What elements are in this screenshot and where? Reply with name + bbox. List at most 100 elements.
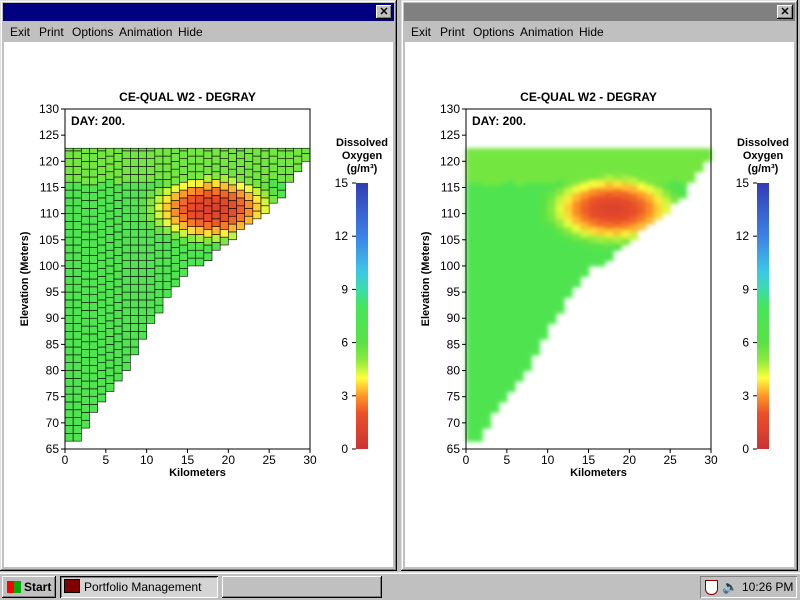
heatmap-cell — [146, 276, 156, 285]
heatmap-cell — [260, 189, 270, 199]
heatmap-cell — [154, 218, 164, 227]
heatmap-cell — [154, 242, 164, 251]
start-button[interactable]: Start — [2, 576, 56, 598]
heatmap-cell — [138, 166, 147, 175]
heatmap-cell — [121, 291, 131, 301]
heatmap-cell — [105, 336, 115, 345]
heatmap-cell — [64, 166, 74, 175]
heatmap-cell — [121, 221, 131, 230]
menu-exit[interactable]: Exit — [411, 25, 432, 39]
heatmap-cell — [662, 150, 671, 160]
x-axis-label: Kilometers — [570, 467, 627, 479]
heatmap-cell — [268, 155, 278, 165]
heatmap-cell — [179, 147, 188, 152]
heatmap-cell — [72, 150, 82, 159]
heatmap-cell — [637, 182, 647, 191]
heatmap-cell — [228, 231, 237, 241]
heatmap-cell — [72, 370, 82, 379]
title-bar[interactable]: ✕ — [3, 3, 394, 21]
heatmap-cell — [637, 213, 647, 223]
menu-options[interactable]: Options — [473, 25, 515, 39]
menu-options[interactable]: Options — [72, 25, 114, 39]
heatmap-cell — [81, 147, 90, 154]
heatmap-cell — [466, 347, 475, 356]
heatmap-cell — [252, 187, 262, 196]
heatmap-cell — [97, 260, 107, 269]
heatmap-cell — [187, 249, 196, 259]
heatmap-cell — [203, 189, 213, 199]
menu-animation[interactable]: Animation — [520, 25, 574, 39]
heatmap-cell — [260, 150, 270, 159]
heatmap-cell — [219, 197, 229, 207]
heatmap-cell — [64, 283, 74, 293]
heatmap-cell — [482, 326, 492, 335]
menu-animation[interactable]: Animation — [119, 25, 173, 39]
colorbar-title-line: (g/m³) — [748, 163, 779, 175]
heatmap-cell — [211, 147, 221, 157]
heatmap-cell — [531, 331, 541, 340]
heatmap-cell — [89, 176, 98, 186]
heatmap-cell — [211, 179, 221, 188]
heatmap-cell — [277, 147, 286, 152]
heatmap-cell — [466, 221, 475, 230]
heatmap-cell — [547, 315, 557, 325]
speaker-icon[interactable]: 🔈 — [722, 579, 739, 594]
heatmap-cell — [506, 360, 516, 369]
heatmap-cell — [662, 174, 671, 183]
heatmap-cell — [203, 236, 213, 246]
heatmap-cell — [474, 284, 483, 293]
heatmap-cell — [89, 168, 98, 178]
heatmap-cell — [81, 270, 90, 280]
heatmap-cell — [474, 205, 483, 215]
heatmap-cell — [252, 210, 262, 220]
heatmap-cell — [482, 263, 492, 272]
x-tick-label: 10 — [140, 453, 154, 467]
menu-hide[interactable]: Hide — [178, 25, 203, 39]
heatmap-cell — [678, 190, 688, 199]
heatmap-cell — [105, 273, 115, 282]
heatmap-cell — [72, 283, 82, 293]
heatmap-cell — [604, 190, 614, 199]
heatmap-cell — [490, 224, 500, 233]
heatmap-cell — [138, 323, 147, 332]
heatmap-cell — [105, 375, 115, 384]
title-bar[interactable]: ✕ — [404, 3, 795, 21]
heatmap-cell — [555, 163, 565, 173]
taskbar-task-empty[interactable] — [222, 576, 382, 598]
heatmap-cell — [572, 247, 581, 257]
heatmap-cell — [604, 197, 614, 207]
taskbar-task-portfolio[interactable]: Portfolio Management — [60, 576, 218, 598]
heatmap-cell — [629, 200, 639, 209]
menu-print[interactable]: Print — [39, 25, 64, 39]
heatmap-cell — [466, 205, 475, 215]
y-tick-label: 120 — [440, 154, 460, 168]
heatmap-cell — [97, 244, 107, 254]
heatmap-cell — [547, 221, 557, 230]
menu-hide[interactable]: Hide — [579, 25, 604, 39]
heatmap-cell — [105, 155, 115, 165]
heatmap-cell — [547, 197, 557, 207]
heatmap-cell — [572, 200, 581, 209]
windows-logo-icon — [7, 581, 21, 593]
heatmap-cell — [670, 179, 679, 189]
menu-exit[interactable]: Exit — [10, 25, 31, 39]
close-button[interactable]: ✕ — [376, 5, 392, 19]
heatmap-cell — [498, 331, 508, 340]
heatmap-cell — [64, 362, 74, 371]
heatmap-cell — [105, 187, 115, 196]
menu-print[interactable]: Print — [440, 25, 465, 39]
close-button[interactable]: ✕ — [777, 5, 793, 19]
heatmap-cell — [621, 213, 630, 223]
heatmap-cell — [466, 299, 475, 309]
heatmap-cell — [138, 229, 147, 238]
heatmap-cell — [81, 372, 90, 382]
heatmap-cell — [179, 189, 188, 199]
heatmap-cell — [531, 284, 541, 293]
heatmap-cell — [81, 176, 90, 186]
heatmap-cell — [555, 187, 565, 196]
heatmap-cell — [662, 197, 671, 207]
shield-icon[interactable] — [705, 580, 718, 595]
heatmap-cell — [138, 315, 147, 324]
heatmap-cell — [97, 323, 107, 332]
heatmap-cell — [146, 236, 156, 246]
